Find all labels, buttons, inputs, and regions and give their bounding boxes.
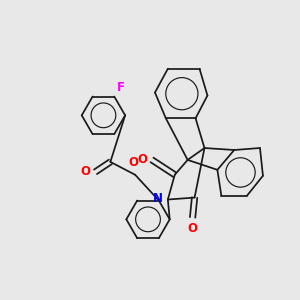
Text: O: O [80, 165, 90, 178]
Text: F: F [117, 81, 125, 94]
Text: N: N [152, 192, 163, 205]
Text: O: O [129, 156, 139, 170]
Text: O: O [137, 153, 148, 167]
Text: O: O [188, 222, 198, 235]
